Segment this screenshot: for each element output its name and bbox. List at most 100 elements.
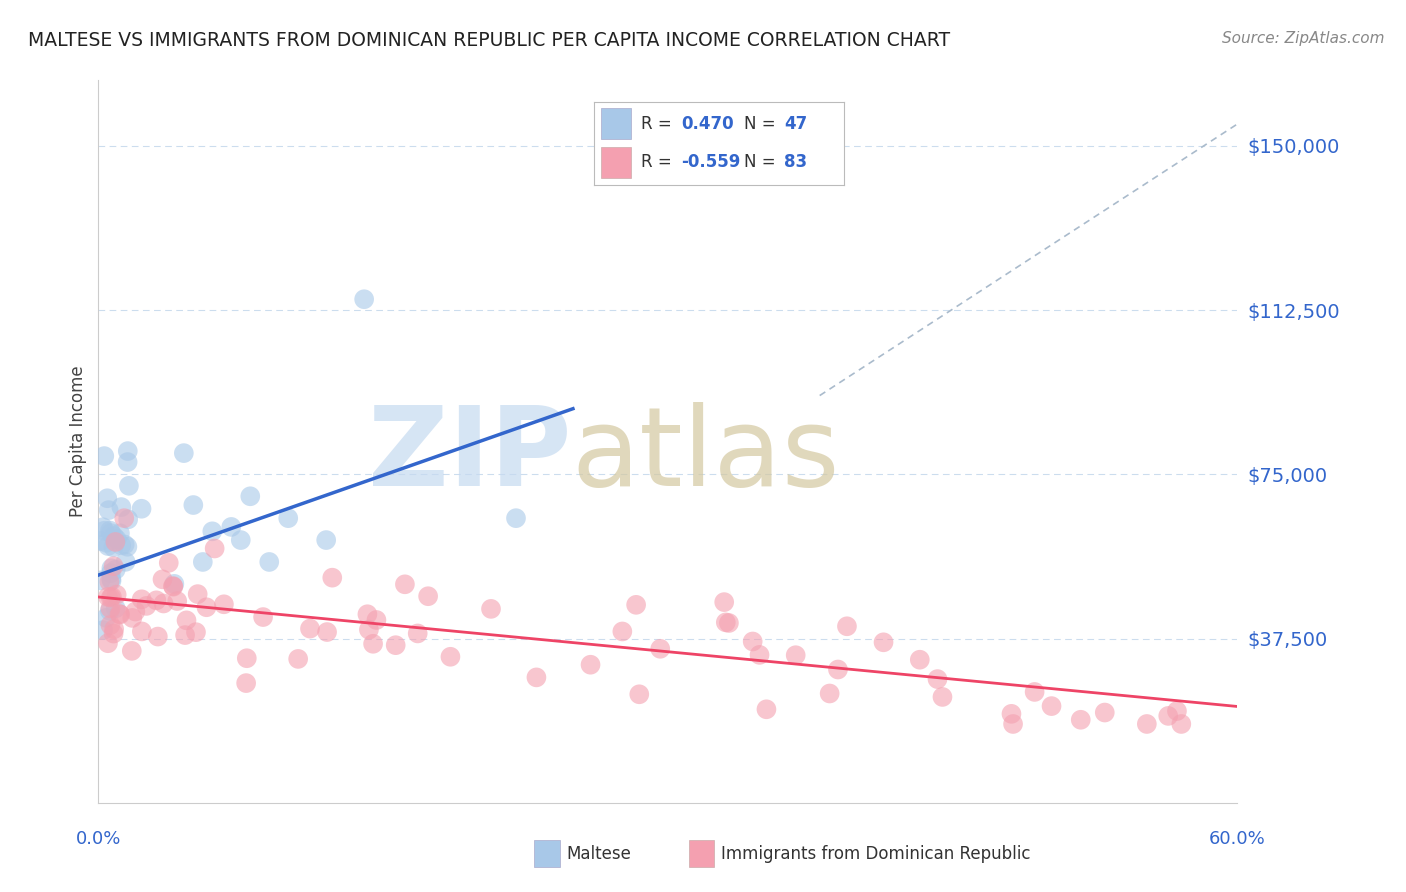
Point: [1166, 704, 1188, 718]
Point: [1024, 685, 1046, 699]
Point: [212, 597, 235, 611]
Point: [163, 577, 186, 591]
Point: [1002, 717, 1025, 731]
Point: [100, 566, 122, 580]
Point: [174, 628, 197, 642]
Point: [741, 634, 763, 648]
Point: [100, 526, 122, 541]
Point: [187, 587, 209, 601]
Text: ZIP: ZIP: [368, 402, 571, 509]
Point: [101, 590, 124, 604]
Text: N =: N =: [744, 115, 780, 134]
Point: [90, 574, 112, 588]
Point: [235, 676, 257, 690]
Point: [1040, 699, 1063, 714]
Point: [131, 501, 153, 516]
Point: [505, 511, 527, 525]
Point: [96, 536, 118, 550]
Bar: [602, 108, 631, 139]
Point: [97, 636, 120, 650]
Point: [714, 615, 737, 630]
Point: [117, 455, 139, 469]
Point: [108, 607, 131, 622]
Point: [124, 605, 146, 619]
Point: [96, 491, 118, 506]
Point: [93, 449, 115, 463]
Point: [121, 644, 143, 658]
Bar: [602, 147, 631, 178]
Point: [97, 503, 120, 517]
Text: Source: ZipAtlas.com: Source: ZipAtlas.com: [1222, 31, 1385, 46]
Text: MALTESE VS IMMIGRANTS FROM DOMINICAN REPUBLIC PER CAPITA INCOME CORRELATION CHAR: MALTESE VS IMMIGRANTS FROM DOMINICAN REP…: [28, 31, 950, 50]
Point: [236, 651, 259, 665]
Point: [98, 524, 121, 538]
Point: [931, 690, 953, 704]
Point: [100, 591, 122, 605]
Point: [184, 625, 207, 640]
Point: [221, 520, 243, 534]
Point: [713, 595, 735, 609]
Point: [1136, 717, 1159, 731]
Point: [100, 618, 122, 632]
Point: [628, 687, 651, 701]
Point: [479, 602, 502, 616]
Point: [204, 541, 226, 556]
Point: [103, 622, 125, 636]
Point: [650, 641, 672, 656]
Point: [91, 520, 114, 534]
Point: [117, 512, 139, 526]
Point: [97, 590, 120, 604]
Point: [357, 623, 380, 637]
Point: [100, 601, 122, 615]
Point: [114, 537, 136, 551]
Point: [252, 610, 274, 624]
Point: [872, 635, 894, 649]
Point: [183, 498, 205, 512]
Point: [98, 604, 121, 618]
Point: [1000, 706, 1022, 721]
Point: [110, 538, 132, 552]
Point: [277, 511, 299, 525]
Point: [157, 556, 180, 570]
Point: [162, 580, 184, 594]
Point: [416, 589, 439, 603]
Point: [259, 555, 281, 569]
Point: [103, 529, 125, 543]
Point: [93, 524, 115, 538]
Point: [104, 601, 127, 615]
Text: 83: 83: [785, 153, 807, 170]
Point: [135, 599, 157, 613]
Text: N =: N =: [744, 153, 780, 170]
Point: [1094, 706, 1116, 720]
Point: [1170, 717, 1192, 731]
Text: Immigrants from Dominican Republic: Immigrants from Dominican Republic: [721, 845, 1031, 863]
Point: [89, 534, 111, 549]
Point: [827, 663, 849, 677]
Point: [100, 572, 122, 586]
Point: [121, 611, 143, 625]
Point: [98, 574, 121, 589]
Point: [191, 555, 214, 569]
Point: [131, 592, 153, 607]
Point: [103, 541, 125, 555]
Point: [818, 686, 841, 700]
Text: Maltese: Maltese: [567, 845, 631, 863]
Point: [152, 572, 174, 586]
Point: [755, 702, 778, 716]
Point: [361, 637, 384, 651]
Point: [104, 535, 127, 549]
Point: [927, 672, 949, 686]
Point: [146, 630, 169, 644]
Point: [579, 657, 602, 672]
Point: [356, 607, 378, 622]
Point: [117, 540, 139, 554]
Point: [1157, 709, 1180, 723]
Text: 60.0%: 60.0%: [1209, 830, 1265, 847]
Point: [366, 613, 388, 627]
Point: [384, 638, 406, 652]
Point: [908, 653, 931, 667]
Point: [145, 593, 167, 607]
Point: [118, 479, 141, 493]
Point: [624, 598, 647, 612]
Point: [394, 577, 416, 591]
